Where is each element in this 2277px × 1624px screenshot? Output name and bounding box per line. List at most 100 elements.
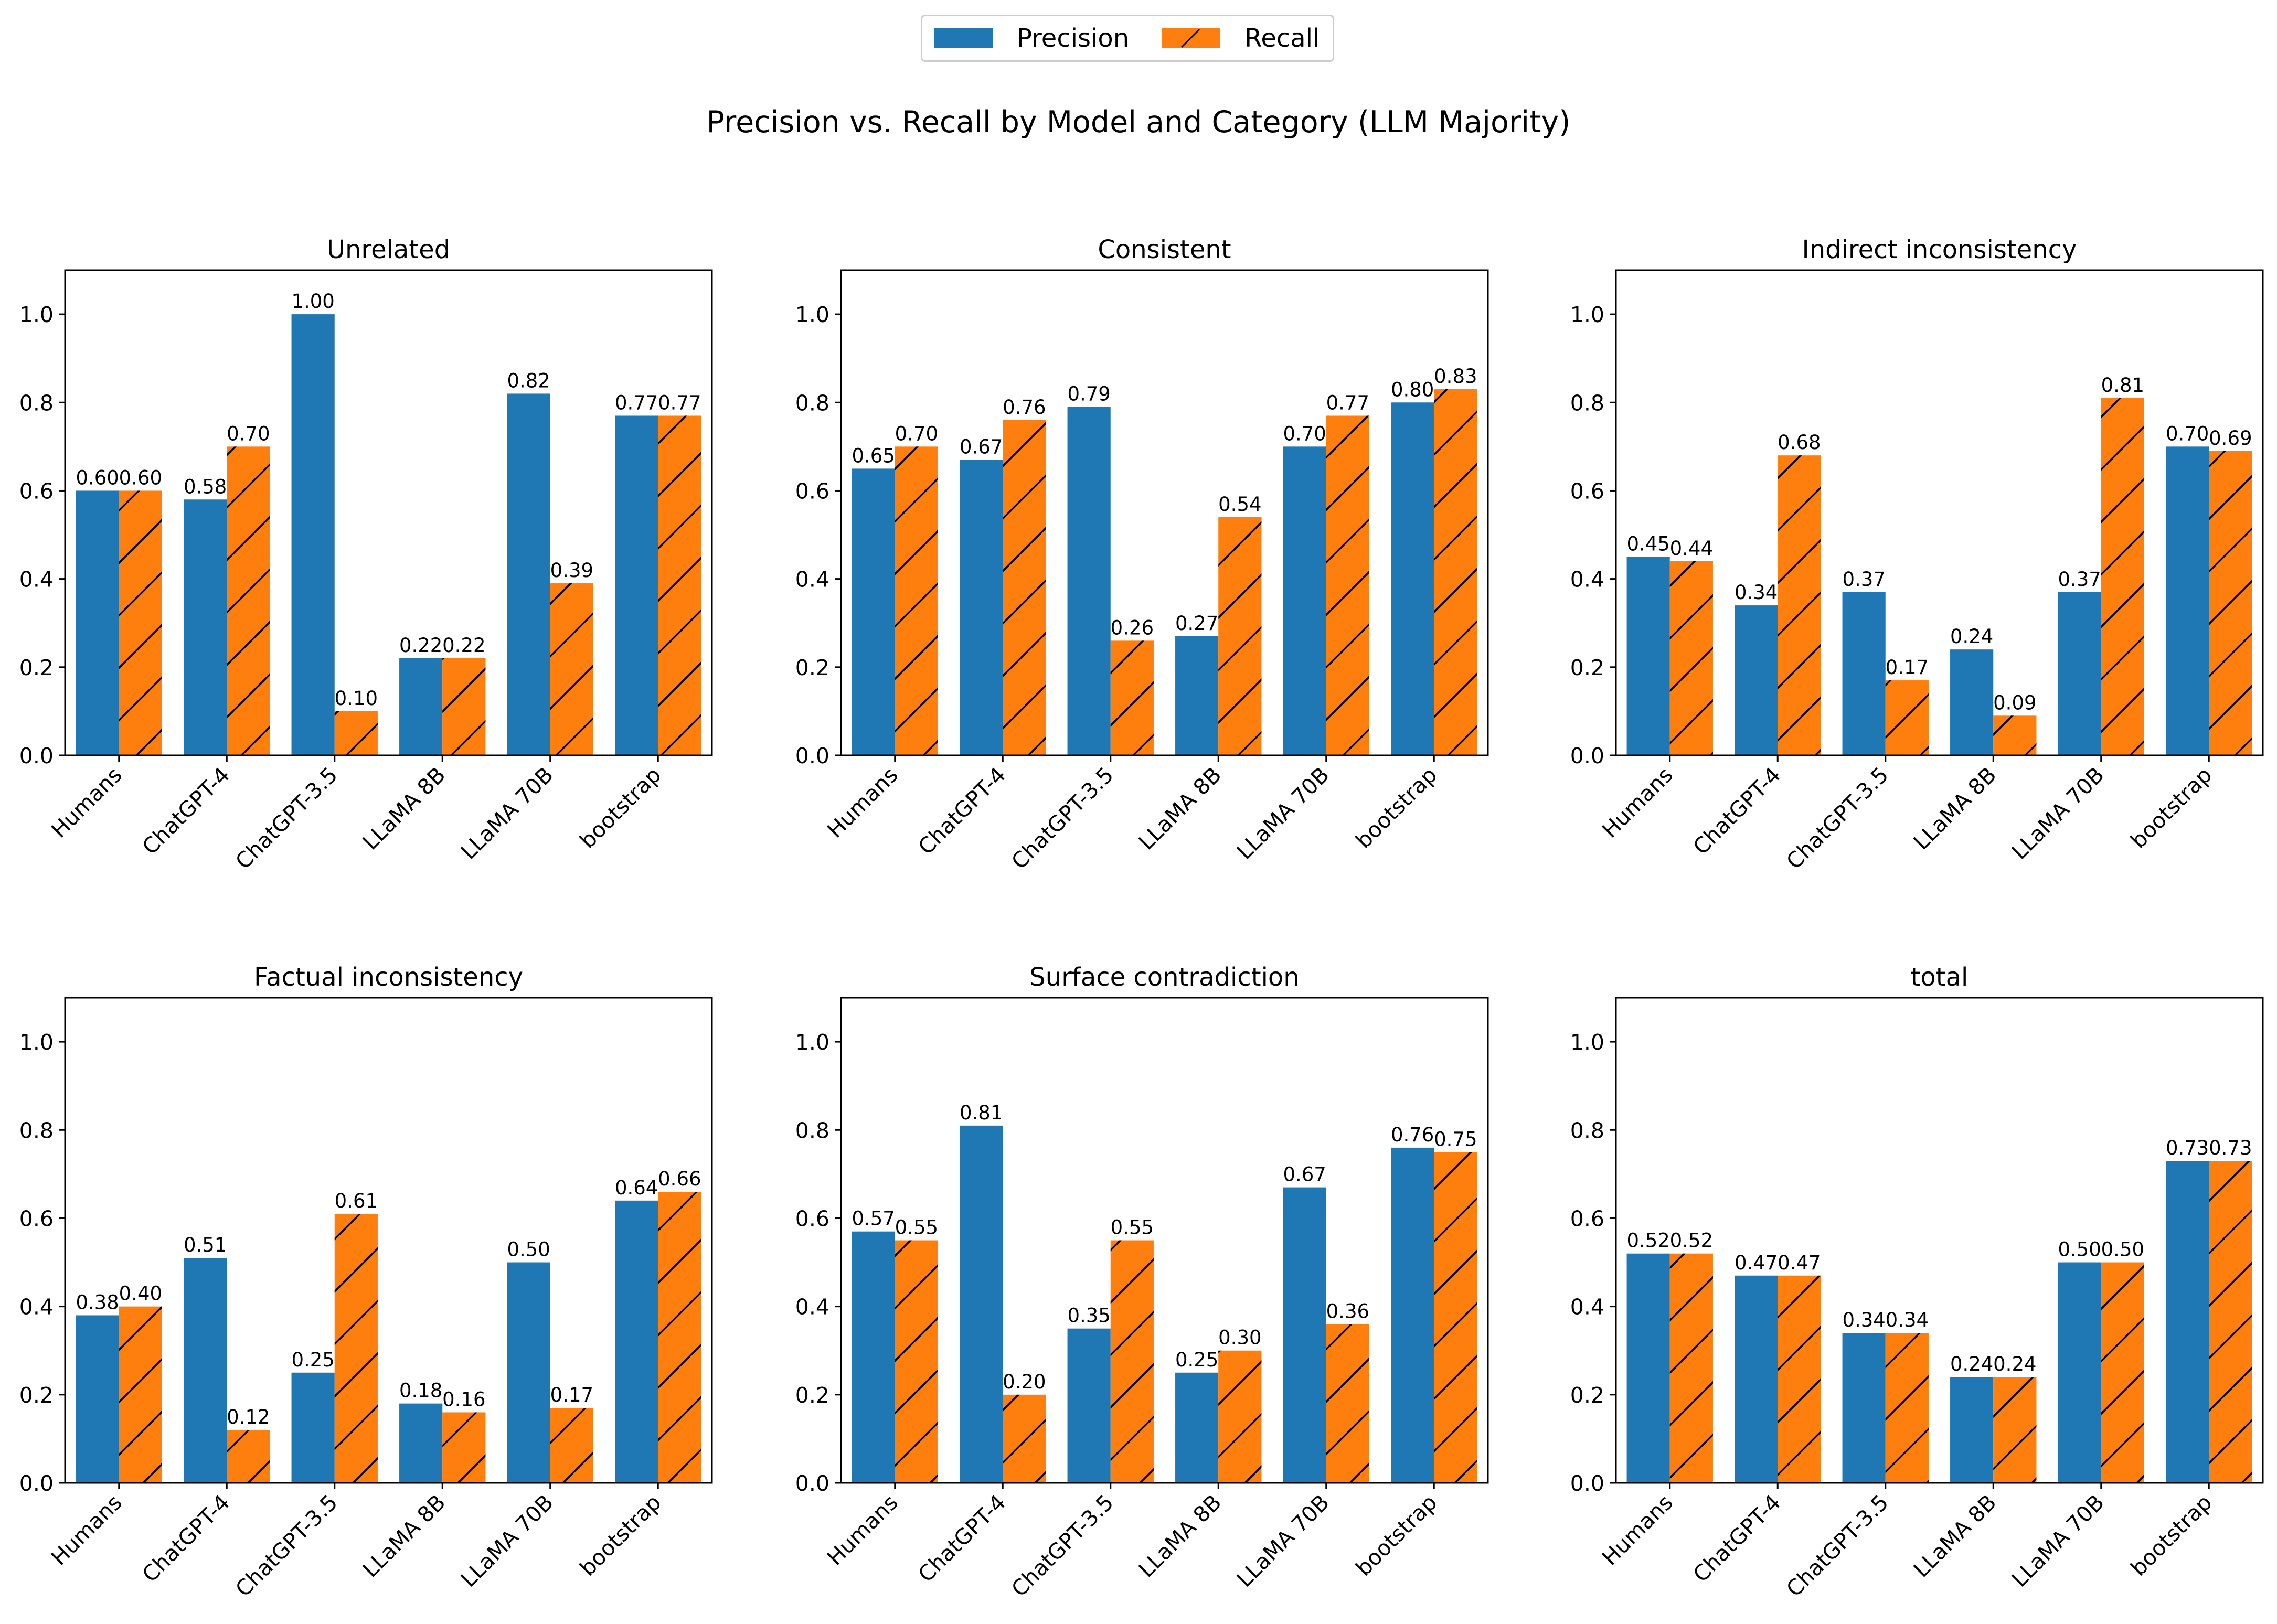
- panel-title: Unrelated: [327, 235, 450, 264]
- data-label-recall-chatgpt-3-5: 0.61: [335, 1190, 378, 1212]
- data-label-recall-humans: 0.52: [1670, 1230, 1713, 1252]
- data-label-precision-humans: 0.65: [852, 444, 895, 467]
- bar-precision-chatgpt-3-5: [1067, 407, 1111, 755]
- bar-hatch-humans: [119, 490, 162, 755]
- y-tick-label: 0.6: [19, 1206, 54, 1231]
- data-label-recall-llama-70b: 0.81: [2101, 374, 2144, 397]
- x-tick-label-llama-8b: LLaMA 8B: [1909, 1490, 2001, 1582]
- bar-precision-chatgpt-3-5: [291, 1372, 335, 1483]
- data-label-precision-chatgpt-3-5: 0.25: [291, 1349, 334, 1371]
- x-tick-label-bootstrap: bootstrap: [575, 762, 666, 853]
- data-label-precision-bootstrap: 0.64: [615, 1177, 658, 1199]
- panel-title: total: [1911, 963, 1969, 992]
- x-tick-label-llama-70b: LLaMA 70B: [1232, 1490, 1334, 1592]
- x-tick-label-chatgpt-3-5: ChatGPT-3.5: [231, 1490, 343, 1601]
- y-tick-label: 0.0: [19, 1471, 54, 1496]
- bar-precision-bootstrap: [2166, 1161, 2209, 1483]
- legend-swatch-precision: [934, 28, 993, 48]
- axes-frame: [64, 997, 713, 1484]
- data-label-precision-llama-8b: 0.27: [1175, 612, 1218, 635]
- y-tick-label: 0.8: [795, 1118, 829, 1143]
- y-tick-label: 0.6: [1570, 1206, 1604, 1231]
- bar-hatch-llama-70b: [550, 1408, 593, 1483]
- data-label-recall-chatgpt-4: 0.70: [227, 422, 270, 445]
- bar-hatch-llama-70b: [1326, 415, 1369, 755]
- data-label-precision-llama-8b: 0.22: [399, 634, 442, 657]
- bar-hatch-bootstrap: [1434, 389, 1477, 755]
- y-tick-label: 0.8: [19, 390, 54, 415]
- bar-precision-chatgpt-4: [960, 460, 1003, 755]
- data-label-recall-chatgpt-4: 0.68: [1778, 431, 1821, 454]
- bar-hatch-bootstrap: [2209, 451, 2252, 755]
- data-label-recall-llama-70b: 0.36: [1326, 1300, 1369, 1322]
- bar-hatch-llama-70b: [2101, 398, 2144, 755]
- data-label-precision-chatgpt-3-5: 0.35: [1067, 1305, 1110, 1327]
- x-tick-label-chatgpt-4: ChatGPT-4: [137, 1490, 235, 1587]
- bar-precision-llama-70b: [507, 1262, 550, 1483]
- y-tick-label: 0.0: [19, 743, 54, 768]
- y-tick-label: 1.0: [795, 302, 829, 327]
- bar-precision-llama-8b: [1175, 1372, 1219, 1483]
- bar-hatch-chatgpt-3-5: [1885, 680, 1929, 755]
- data-label-precision-llama-70b: 0.50: [2058, 1238, 2101, 1261]
- data-label-recall-llama-8b: 0.09: [1993, 691, 2036, 714]
- data-label-precision-chatgpt-4: 0.47: [1735, 1252, 1778, 1274]
- data-label-recall-llama-8b: 0.30: [1218, 1327, 1261, 1349]
- bar-precision-llama-8b: [399, 658, 443, 755]
- data-label-precision-chatgpt-3-5: 1.00: [291, 290, 334, 313]
- x-tick-label-chatgpt-4: ChatGPT-4: [1688, 762, 1786, 860]
- data-label-recall-llama-70b: 0.17: [550, 1384, 593, 1406]
- data-label-recall-llama-8b: 0.16: [442, 1388, 485, 1411]
- bar-precision-llama-70b: [1283, 446, 1326, 755]
- y-tick-label: 0.2: [1570, 1383, 1604, 1408]
- bar-precision-chatgpt-4: [184, 1258, 227, 1483]
- data-label-precision-llama-8b: 0.24: [1950, 625, 1993, 648]
- y-tick-label: 0.6: [795, 478, 829, 504]
- data-label-precision-chatgpt-3-5: 0.34: [1842, 1309, 1885, 1331]
- x-tick-label-chatgpt-3-5: ChatGPT-3.5: [231, 762, 343, 874]
- chart-title: Precision vs. Recall by Model and Catego…: [706, 105, 1571, 140]
- data-label-precision-bootstrap: 0.70: [2166, 422, 2209, 445]
- panel-unrelated: Unrelated 0.60 0.58 1.00 0.22 0.82 0.77 0.60 0.7…: [19, 235, 713, 874]
- bar-precision-chatgpt-4: [1735, 1275, 1778, 1483]
- data-label-recall-humans: 0.55: [895, 1216, 938, 1239]
- x-tick-label-bootstrap: bootstrap: [575, 1490, 666, 1581]
- data-label-recall-humans: 0.44: [1670, 537, 1713, 560]
- data-label-precision-humans: 0.45: [1626, 533, 1669, 555]
- y-tick-label: 0.4: [1570, 567, 1604, 592]
- bar-precision-humans: [1626, 1253, 1670, 1483]
- bar-hatch-chatgpt-4: [1778, 1275, 1821, 1483]
- y-tick-label: 0.2: [1570, 655, 1604, 680]
- y-tick-label: 0.2: [19, 1383, 54, 1408]
- bar-precision-llama-70b: [507, 393, 550, 755]
- data-label-precision-llama-70b: 0.67: [1283, 1163, 1326, 1186]
- x-tick-label-bootstrap: bootstrap: [2126, 762, 2217, 853]
- bar-hatch-humans: [119, 1306, 162, 1483]
- bar-precision-chatgpt-3-5: [1067, 1328, 1111, 1483]
- bar-precision-llama-8b: [399, 1403, 443, 1483]
- bar-precision-llama-8b: [1175, 636, 1219, 755]
- y-tick-label: 1.0: [1570, 302, 1604, 327]
- y-tick-label: 0.2: [795, 1383, 829, 1408]
- bar-precision-llama-8b: [1950, 1377, 1994, 1483]
- data-label-recall-chatgpt-3-5: 0.34: [1886, 1309, 1929, 1331]
- data-label-recall-bootstrap: 0.73: [2209, 1137, 2252, 1159]
- x-tick-label-llama-70b: LLaMA 70B: [2007, 762, 2109, 864]
- x-tick-label-chatgpt-3-5: ChatGPT-3.5: [1007, 762, 1119, 874]
- bar-hatch-chatgpt-3-5: [1110, 640, 1154, 755]
- bar-precision-humans: [852, 1231, 895, 1483]
- bar-precision-chatgpt-3-5: [1842, 1333, 1886, 1483]
- axes-frame: [840, 269, 1489, 756]
- axes-frame: [1615, 269, 2264, 756]
- bar-hatch-llama-8b: [442, 1412, 486, 1483]
- data-label-precision-llama-8b: 0.25: [1175, 1349, 1218, 1371]
- data-label-precision-humans: 0.60: [76, 466, 119, 489]
- data-label-recall-llama-70b: 0.39: [550, 559, 593, 582]
- bar-hatch-llama-8b: [1993, 715, 2037, 755]
- data-label-recall-llama-70b: 0.50: [2101, 1238, 2144, 1261]
- bar-hatch-bootstrap: [658, 415, 701, 755]
- data-label-recall-chatgpt-4: 0.20: [1003, 1371, 1046, 1393]
- data-label-recall-bootstrap: 0.75: [1434, 1128, 1477, 1150]
- x-tick-label-chatgpt-3-5: ChatGPT-3.5: [1782, 1490, 1893, 1601]
- data-label-precision-chatgpt-4: 0.34: [1735, 581, 1778, 604]
